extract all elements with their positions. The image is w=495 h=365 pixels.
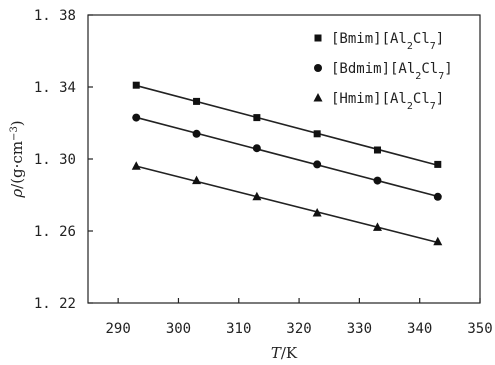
data-point-triangle <box>433 236 443 246</box>
legend-label: [Bmim][Al2Cl7] <box>331 31 444 52</box>
y-axis-title: ρ/(g·cm−3) <box>8 120 26 198</box>
data-point-square <box>313 130 321 138</box>
y-tick-label: 1. 26 <box>34 224 76 240</box>
data-point-square <box>132 81 140 89</box>
data-point-triangle <box>312 208 322 217</box>
data-point-circle <box>373 176 382 185</box>
data-point-circle <box>313 160 322 169</box>
legend-marker-circle <box>314 64 322 72</box>
x-tick-label: 290 <box>106 321 131 337</box>
data-point-square <box>253 114 261 122</box>
y-tick-label: 1. 22 <box>34 296 76 312</box>
legend-label: [Hmim][Al2Cl7] <box>331 91 444 112</box>
data-point-circle <box>433 192 442 201</box>
data-point-circle <box>132 113 141 122</box>
x-tick-label: 310 <box>226 321 251 337</box>
x-tick-label: 350 <box>467 321 492 337</box>
axes-layer: 290 300 310 320 330 340 350 1. 22 1. 26 1. 30 1. 3… <box>34 8 493 337</box>
legend-marker-triangle <box>313 93 323 102</box>
fit-lines-layer <box>136 84 438 244</box>
data-points-layer <box>131 81 443 246</box>
y-tick-label: 1. 30 <box>34 152 76 168</box>
y-tick-label: 1. 38 <box>34 8 76 24</box>
data-point-triangle <box>131 161 141 170</box>
data-point-circle <box>252 144 261 153</box>
fit-line-series-3 <box>136 165 438 244</box>
fit-line-series-1 <box>136 84 438 167</box>
x-tick-label: 320 <box>286 321 311 337</box>
fit-line-series-2 <box>136 116 438 198</box>
legend-label: [Bdmim][Al2Cl7] <box>331 61 453 82</box>
x-tick-label: 340 <box>407 321 432 337</box>
data-point-triangle <box>192 175 202 185</box>
data-point-triangle <box>252 191 262 201</box>
axis-titles-layer: T/K ρ/(g·cm−3) <box>8 120 298 362</box>
data-point-circle <box>192 129 201 138</box>
legend: [Bmim][Al2Cl7] [Bdmim][Al2Cl7] [Hmim][Al2C… <box>313 31 453 112</box>
data-point-square <box>193 97 201 105</box>
x-tick-label: 330 <box>347 321 372 337</box>
data-point-square <box>373 146 381 154</box>
x-tick-label: 300 <box>166 321 191 337</box>
x-axis-title: T/K <box>271 344 298 362</box>
y-tick-label: 1. 34 <box>34 80 76 96</box>
data-point-triangle <box>372 222 382 231</box>
legend-marker-square <box>314 34 322 42</box>
data-point-square <box>434 160 442 168</box>
plot-frame <box>87 14 481 304</box>
